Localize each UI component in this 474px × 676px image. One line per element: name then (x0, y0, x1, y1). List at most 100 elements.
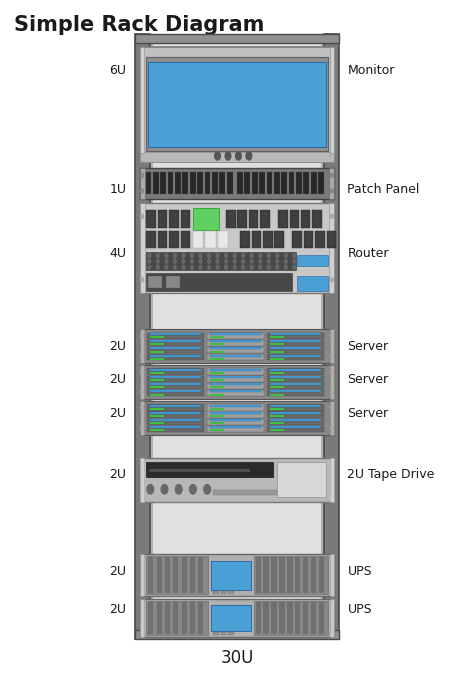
Bar (277, 462, 326, 498)
Bar (324, 34, 339, 639)
Bar (207, 340, 264, 346)
Bar (140, 554, 144, 596)
Bar (211, 560, 251, 590)
Circle shape (233, 254, 236, 258)
Circle shape (204, 485, 210, 494)
Bar (207, 426, 264, 432)
Bar (147, 404, 204, 410)
Circle shape (276, 254, 279, 258)
Bar (210, 347, 261, 349)
Bar (287, 602, 292, 634)
Circle shape (331, 334, 333, 337)
Bar (270, 379, 284, 381)
Bar (157, 557, 162, 594)
Bar (311, 172, 317, 194)
Bar (147, 383, 204, 389)
Bar (274, 231, 284, 248)
Bar (150, 340, 201, 342)
Circle shape (173, 260, 176, 264)
Bar (150, 347, 201, 349)
Circle shape (191, 254, 193, 258)
Bar (147, 418, 204, 425)
Circle shape (141, 391, 143, 393)
Bar (221, 632, 227, 635)
Bar (297, 256, 328, 266)
Bar (330, 47, 334, 153)
Bar (140, 47, 144, 153)
Bar (207, 354, 264, 360)
Bar (147, 390, 204, 396)
Bar (260, 210, 270, 228)
Bar (135, 34, 339, 43)
Bar (190, 602, 195, 634)
Bar (270, 347, 321, 349)
Bar (267, 418, 324, 425)
Bar (146, 462, 273, 477)
Bar (264, 602, 269, 634)
Bar (226, 210, 236, 228)
Text: 2U: 2U (109, 603, 127, 617)
Bar (270, 390, 321, 392)
Bar (252, 231, 261, 248)
Circle shape (250, 254, 253, 258)
Circle shape (175, 485, 182, 494)
Bar (190, 172, 196, 194)
Circle shape (242, 265, 245, 269)
Bar (303, 557, 309, 594)
Bar (267, 404, 324, 410)
Bar (150, 333, 201, 335)
Bar (267, 368, 324, 375)
Bar (210, 372, 224, 374)
Bar (270, 351, 284, 353)
Bar (182, 557, 186, 594)
Bar (150, 354, 201, 356)
Text: Simple Rack Diagram: Simple Rack Diagram (14, 15, 264, 35)
Bar (237, 210, 247, 228)
Bar (198, 602, 203, 634)
Circle shape (161, 485, 168, 494)
Circle shape (293, 254, 296, 258)
Circle shape (148, 260, 151, 264)
Circle shape (225, 260, 228, 264)
Circle shape (293, 265, 296, 269)
Bar (210, 415, 224, 417)
Bar (210, 354, 261, 356)
Bar (190, 557, 195, 594)
Circle shape (141, 427, 143, 430)
Circle shape (236, 152, 241, 160)
Circle shape (141, 278, 144, 282)
Text: Router: Router (347, 247, 389, 260)
Bar (311, 557, 316, 594)
Bar (150, 343, 164, 345)
Bar (148, 276, 162, 288)
Bar (207, 383, 264, 389)
Bar (146, 57, 328, 151)
Bar (295, 602, 301, 634)
Bar (270, 376, 321, 378)
Circle shape (293, 260, 296, 264)
Bar (210, 343, 224, 345)
Bar (150, 422, 164, 425)
Bar (146, 272, 292, 291)
Bar (135, 630, 339, 639)
Bar (327, 231, 336, 248)
Circle shape (216, 260, 219, 264)
Bar (319, 557, 324, 594)
Bar (173, 602, 178, 634)
Bar (140, 329, 334, 363)
Circle shape (208, 265, 210, 269)
Bar (292, 231, 302, 248)
Bar (207, 347, 264, 354)
Bar (254, 556, 328, 594)
Text: 4U: 4U (109, 247, 127, 260)
Bar (270, 343, 284, 345)
Bar (270, 426, 321, 428)
Circle shape (259, 254, 262, 258)
Circle shape (208, 260, 210, 264)
Text: UPS: UPS (347, 564, 372, 578)
Circle shape (267, 260, 270, 264)
Circle shape (173, 265, 176, 269)
Bar (267, 333, 324, 339)
Circle shape (250, 265, 253, 269)
Text: 2U: 2U (109, 564, 127, 578)
